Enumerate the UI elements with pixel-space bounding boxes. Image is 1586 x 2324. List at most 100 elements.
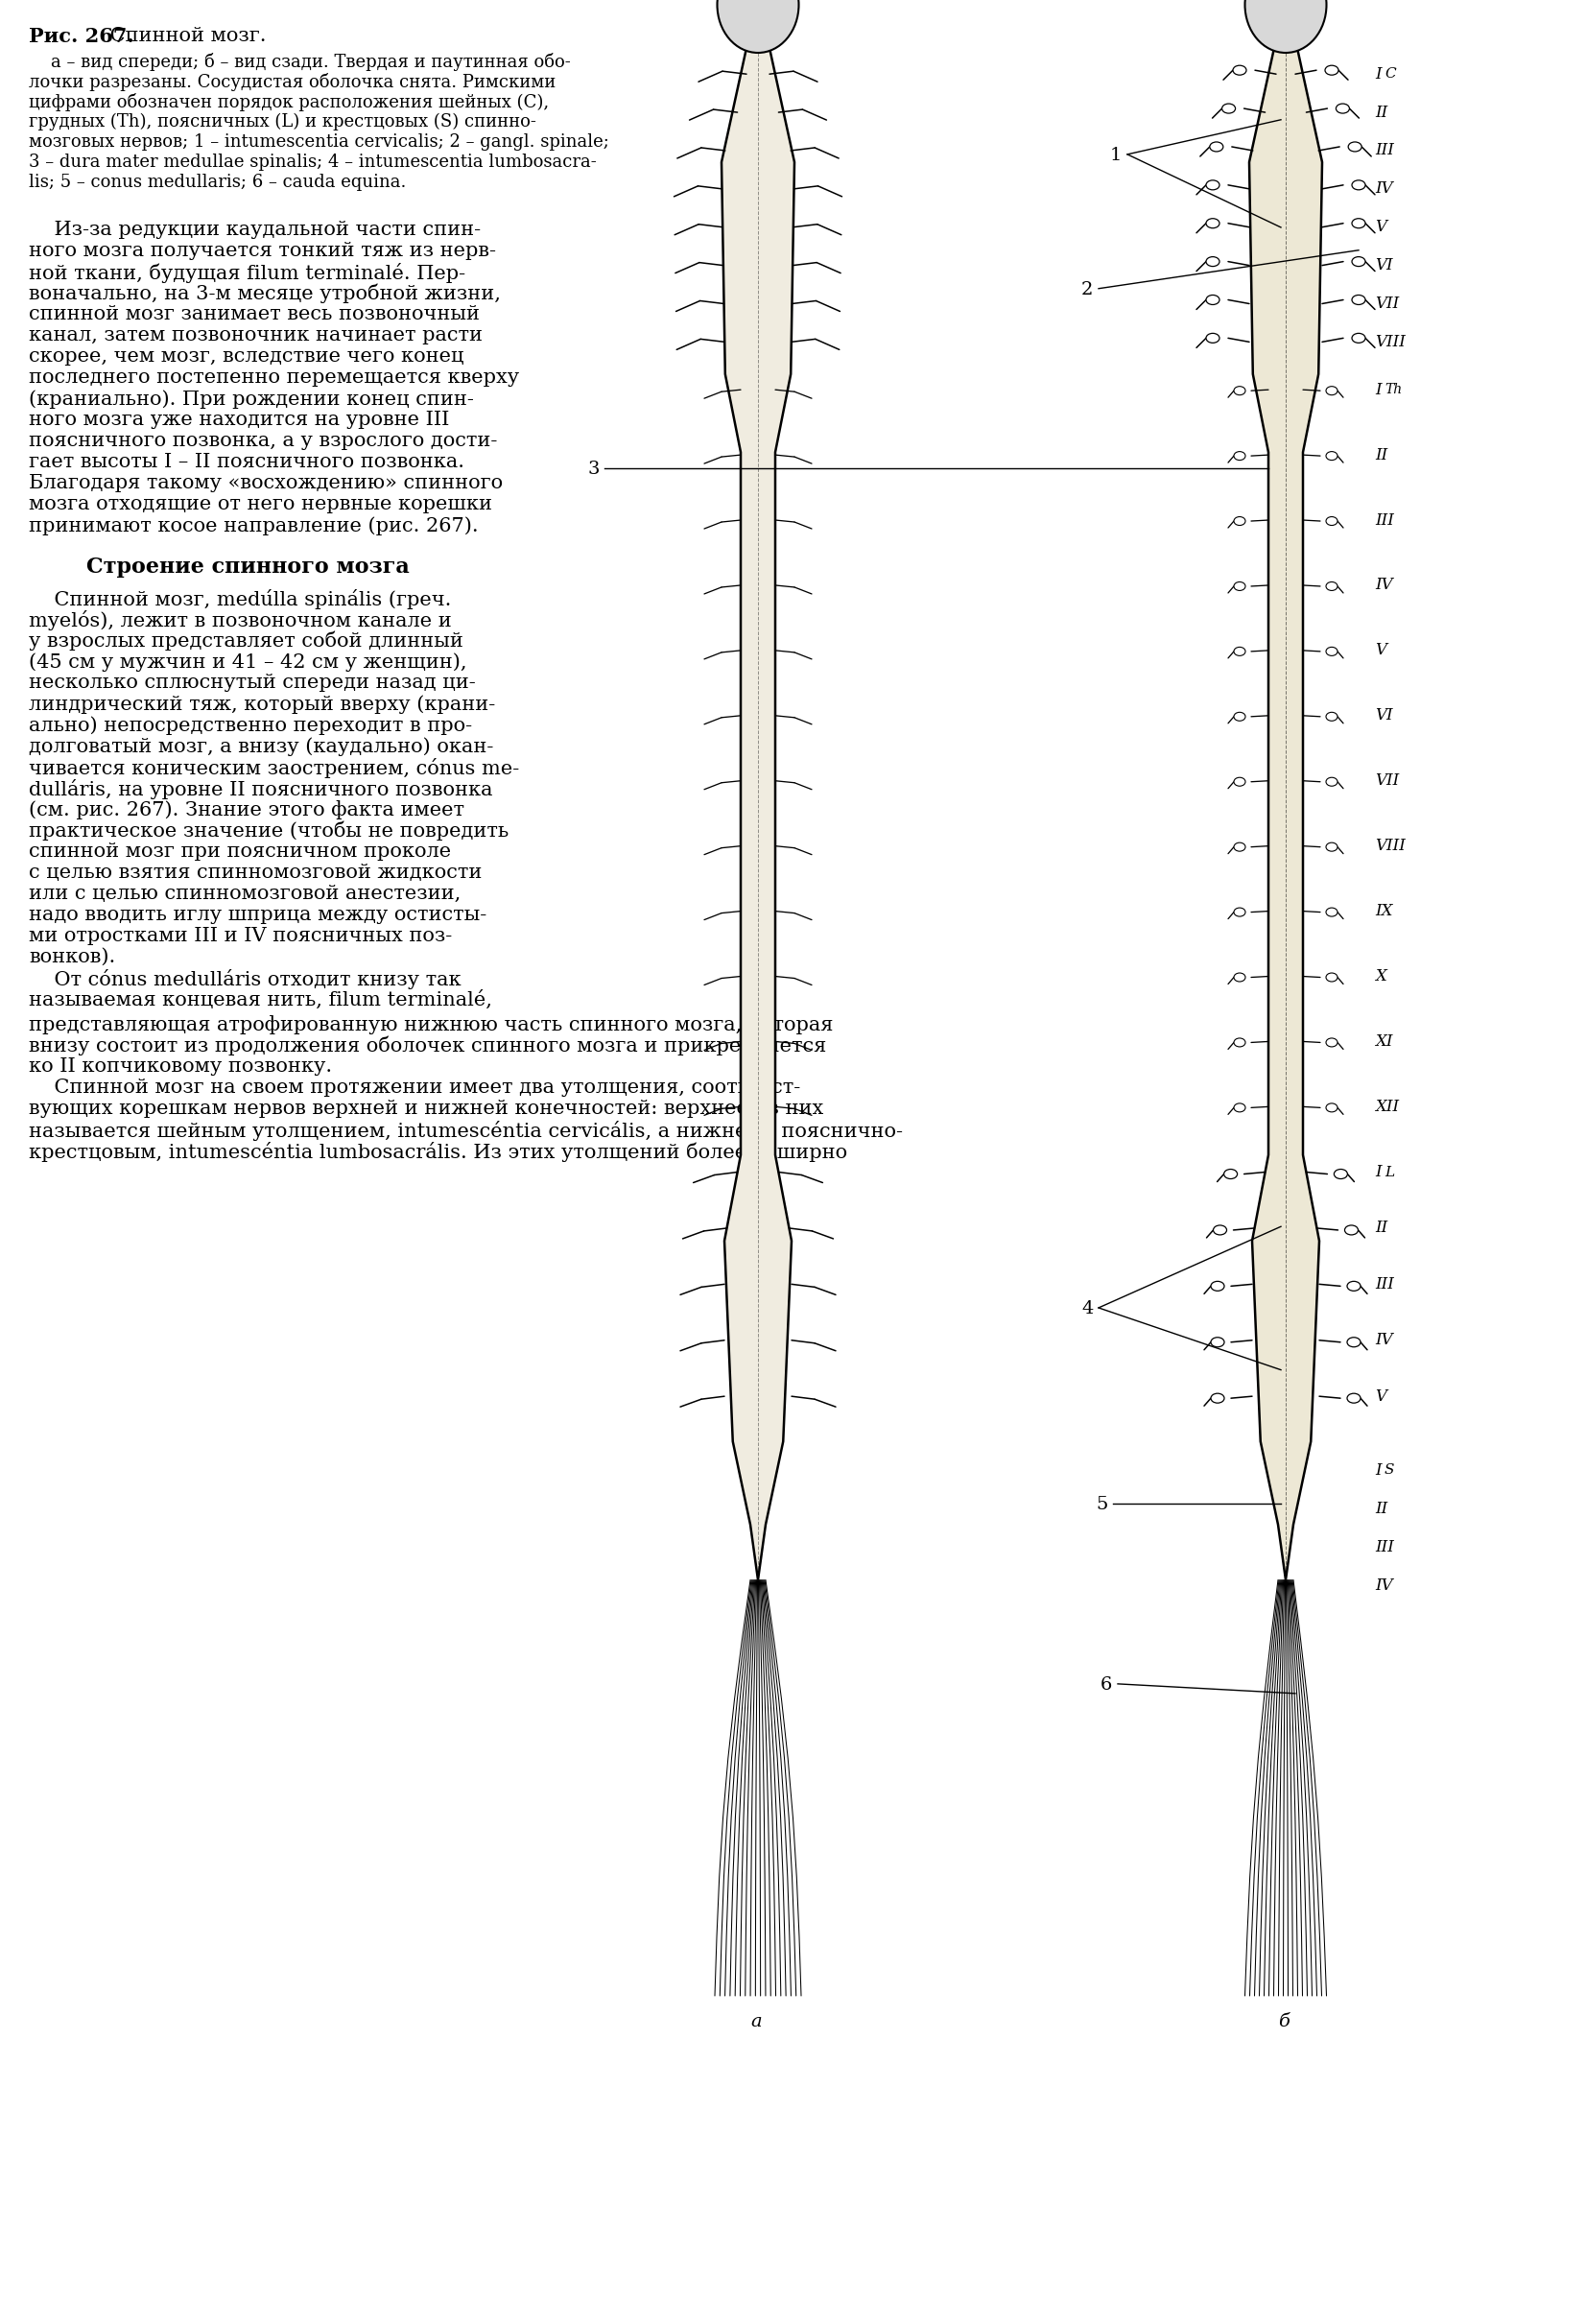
Text: с целью взятия спинномозговой жидкости: с целью взятия спинномозговой жидкости xyxy=(29,865,482,881)
Text: ной ткани, будущая filum terminalé. Пер-: ной ткани, будущая filum terminalé. Пер- xyxy=(29,263,465,284)
Text: IV: IV xyxy=(1375,181,1393,198)
Text: V: V xyxy=(1375,218,1386,235)
Text: V: V xyxy=(1375,641,1386,658)
Text: а – вид спереди; б – вид сзади. Твердая и паутинная обо-: а – вид спереди; б – вид сзади. Твердая … xyxy=(29,53,571,72)
Text: 6: 6 xyxy=(1101,1676,1112,1694)
Text: 3: 3 xyxy=(587,460,600,476)
Ellipse shape xyxy=(1326,1104,1337,1111)
Text: (краниально). При рождении конец спин-: (краниально). При рождении конец спин- xyxy=(29,390,474,409)
Text: dulláris, на уровне II поясничного позвонка: dulláris, на уровне II поясничного позво… xyxy=(29,779,493,799)
Text: крестцовым, intumescéntia lumbosacrális. Из этих утолщений более обширно: крестцовым, intumescéntia lumbosacrális.… xyxy=(29,1141,847,1162)
Text: II: II xyxy=(1375,1220,1388,1236)
Ellipse shape xyxy=(1213,1225,1226,1234)
Ellipse shape xyxy=(1234,1104,1245,1111)
Ellipse shape xyxy=(717,0,799,53)
Text: От cónus medulláris отходит книзу так: От cónus medulláris отходит книзу так xyxy=(29,969,462,990)
Text: X: X xyxy=(1375,969,1386,985)
Ellipse shape xyxy=(1234,844,1245,851)
Text: Строение спинного мозга: Строение спинного мозга xyxy=(86,555,409,579)
Text: II: II xyxy=(1375,446,1388,462)
Ellipse shape xyxy=(1224,1169,1237,1178)
Text: I: I xyxy=(1375,1462,1381,1478)
Text: III: III xyxy=(1375,1538,1394,1555)
Ellipse shape xyxy=(1205,332,1220,344)
Text: L: L xyxy=(1385,1164,1394,1178)
Text: VIII: VIII xyxy=(1375,839,1405,855)
Text: XI: XI xyxy=(1375,1034,1393,1050)
Ellipse shape xyxy=(1205,218,1220,228)
Ellipse shape xyxy=(1326,516,1337,525)
Text: линдрический тяж, который вверху (крани-: линдрический тяж, который вверху (крани- xyxy=(29,695,495,713)
Ellipse shape xyxy=(1351,295,1366,304)
Text: а: а xyxy=(750,2013,761,2031)
Text: VIII: VIII xyxy=(1375,335,1405,351)
Text: VII: VII xyxy=(1375,295,1399,311)
Ellipse shape xyxy=(1334,1169,1348,1178)
Text: лочки разрезаны. Сосудистая оболочка снята. Римскими: лочки разрезаны. Сосудистая оболочка сня… xyxy=(29,72,555,91)
Text: долговатый мозг, а внизу (каудально) окан-: долговатый мозг, а внизу (каудально) ока… xyxy=(29,737,493,755)
Text: скорее, чем мозг, вследствие чего конец: скорее, чем мозг, вследствие чего конец xyxy=(29,346,463,365)
Ellipse shape xyxy=(1326,909,1337,916)
Text: III: III xyxy=(1375,142,1394,158)
Ellipse shape xyxy=(1234,711,1245,720)
Ellipse shape xyxy=(1351,256,1366,267)
Ellipse shape xyxy=(1326,646,1337,655)
Text: I: I xyxy=(1375,65,1381,81)
Ellipse shape xyxy=(1326,1039,1337,1046)
Text: I: I xyxy=(1375,1164,1381,1181)
Text: IV: IV xyxy=(1375,1332,1393,1348)
Ellipse shape xyxy=(1210,1394,1224,1404)
Ellipse shape xyxy=(1348,142,1362,151)
Ellipse shape xyxy=(1234,1039,1245,1046)
Text: канал, затем позвоночник начинает расти: канал, затем позвоночник начинает расти xyxy=(29,325,482,344)
Text: III: III xyxy=(1375,511,1394,528)
Ellipse shape xyxy=(1326,386,1337,395)
Text: C: C xyxy=(1385,67,1396,81)
Text: принимают косое направление (рис. 267).: принимают косое направление (рис. 267). xyxy=(29,516,479,535)
Text: ко II копчиковому позвонку.: ко II копчиковому позвонку. xyxy=(29,1057,331,1076)
Ellipse shape xyxy=(1234,779,1245,786)
Text: ми отростками III и IV поясничных поз-: ми отростками III и IV поясничных поз- xyxy=(29,927,452,946)
Ellipse shape xyxy=(1326,451,1337,460)
Text: Спинной мозг, medúlla spinális (греч.: Спинной мозг, medúlla spinális (греч. xyxy=(29,590,452,609)
Text: 3 – dura mater medullae spinalis; 4 – intumescentia lumbosacra-: 3 – dura mater medullae spinalis; 4 – in… xyxy=(29,153,596,170)
Text: воначально, на 3-м месяце утробной жизни,: воначально, на 3-м месяце утробной жизни… xyxy=(29,284,501,304)
Ellipse shape xyxy=(1234,386,1245,395)
Text: IV: IV xyxy=(1375,1578,1393,1594)
Text: цифрами обозначен порядок расположения шейных (C),: цифрами обозначен порядок расположения ш… xyxy=(29,93,549,112)
Text: 4: 4 xyxy=(1082,1299,1093,1318)
Ellipse shape xyxy=(1245,0,1326,53)
Text: VI: VI xyxy=(1375,706,1393,723)
Ellipse shape xyxy=(1335,105,1350,114)
Text: последнего постепенно перемещается кверху: последнего постепенно перемещается кверх… xyxy=(29,370,519,386)
Ellipse shape xyxy=(1234,974,1245,981)
Text: VII: VII xyxy=(1375,772,1399,788)
Text: или с целью спинномозговой анестезии,: или с целью спинномозговой анестезии, xyxy=(29,885,462,904)
Text: II: II xyxy=(1375,105,1388,121)
Text: у взрослых представляет собой длинный: у взрослых представляет собой длинный xyxy=(29,632,463,651)
Text: Из-за редукции каудальной части спин-: Из-за редукции каудальной части спин- xyxy=(29,221,481,239)
Ellipse shape xyxy=(1232,65,1247,74)
Text: вонков).: вонков). xyxy=(29,948,116,967)
Text: практическое значение (чтобы не повредить: практическое значение (чтобы не повредит… xyxy=(29,820,509,841)
Ellipse shape xyxy=(1326,711,1337,720)
Text: (см. рис. 267). Знание этого факта имеет: (см. рис. 267). Знание этого факта имеет xyxy=(29,799,465,820)
Text: S: S xyxy=(1385,1464,1394,1478)
Text: мозговых нервов; 1 – intumescentia cervicalis; 2 – gangl. spinale;: мозговых нервов; 1 – intumescentia cervi… xyxy=(29,132,609,151)
Text: грудных (Th), поясничных (L) и крестцовых (S) спинно-: грудных (Th), поясничных (L) и крестцовы… xyxy=(29,114,536,130)
Ellipse shape xyxy=(1205,181,1220,191)
Text: несколько сплюснутый спереди назад ци-: несколько сплюснутый спереди назад ци- xyxy=(29,674,476,693)
Polygon shape xyxy=(1250,49,1323,1580)
Ellipse shape xyxy=(1210,142,1223,151)
Text: 1: 1 xyxy=(1110,146,1121,165)
Ellipse shape xyxy=(1234,451,1245,460)
Text: поясничного позвонка, а у взрослого дости-: поясничного позвонка, а у взрослого дост… xyxy=(29,432,498,451)
Text: Th: Th xyxy=(1385,383,1402,397)
Ellipse shape xyxy=(1351,181,1366,191)
Ellipse shape xyxy=(1347,1394,1361,1404)
Text: (45 см у мужчин и 41 – 42 см у женщин),: (45 см у мужчин и 41 – 42 см у женщин), xyxy=(29,653,466,672)
Text: ально) непосредственно переходит в про-: ально) непосредственно переходит в про- xyxy=(29,716,473,734)
Ellipse shape xyxy=(1326,581,1337,590)
Polygon shape xyxy=(722,49,795,1580)
Text: надо вводить иглу шприца между остисты-: надо вводить иглу шприца между остисты- xyxy=(29,906,487,925)
